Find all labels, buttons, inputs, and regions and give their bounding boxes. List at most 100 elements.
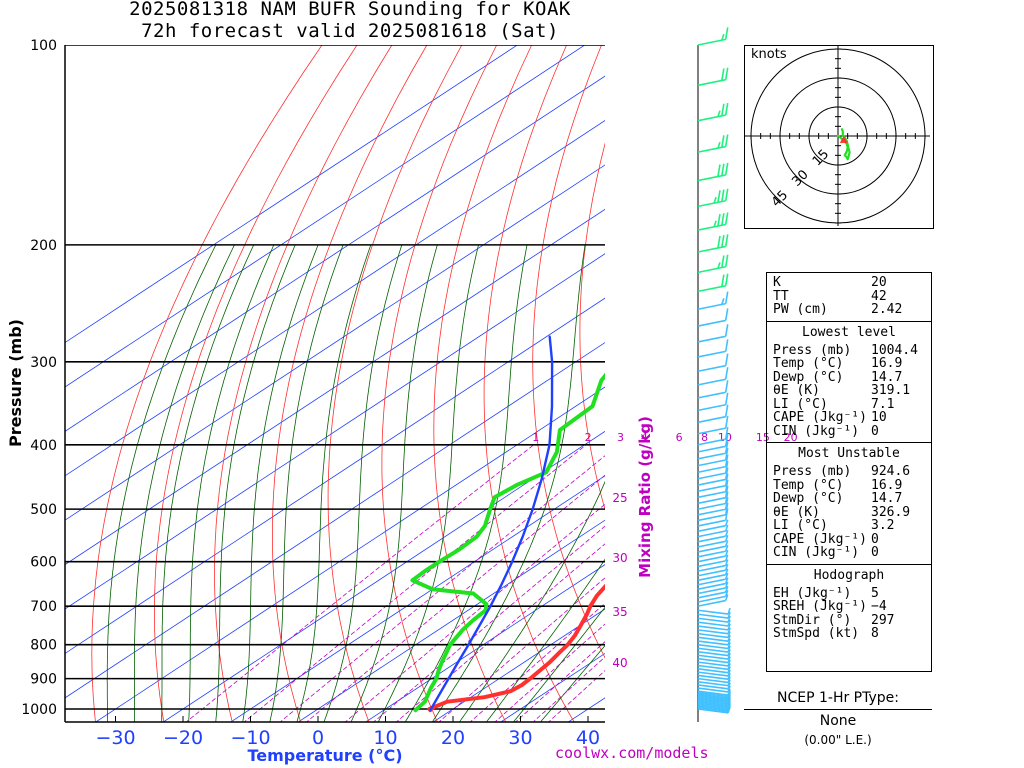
unstable-index-value: 924.6 (871, 464, 911, 479)
wind-barb-flag (724, 491, 729, 504)
wind-barb (697, 581, 729, 595)
wind-barb-shaft (697, 560, 726, 568)
wind-barb-flag (724, 479, 729, 492)
wind-barb (697, 254, 729, 274)
wind-barb (697, 497, 729, 516)
unstable-index-row: LI (°C) 3.2 (773, 519, 925, 533)
temperature-trace (427, 583, 605, 713)
mixing-ratio-axis-label: Mixing Ratio (g/kg) (636, 416, 654, 578)
lowest-index-row: LI (°C) 7.1 (773, 397, 925, 412)
wind-barb-flag (724, 590, 729, 597)
wind-barb-flag (724, 291, 729, 304)
site-credit: coolwx.com/models (555, 744, 709, 762)
wind-barb-shaft (697, 564, 726, 572)
wind-barb-shaft (697, 199, 726, 208)
wind-barb-flag (724, 367, 729, 380)
wind-barb (697, 590, 729, 603)
storm-motion-marker (839, 135, 848, 143)
wind-barb-shaft (697, 609, 729, 615)
mixing-ratio-line (373, 525, 605, 722)
wind-barb-shaft (697, 681, 729, 687)
dry-adiabat-line (950, 45, 1024, 723)
wind-barb-flag (721, 33, 725, 41)
wind-barb (697, 441, 729, 460)
wind-barb-shaft (697, 550, 726, 558)
wind-barb-shaft (697, 578, 726, 586)
wind-barb-flag (727, 679, 731, 686)
moist-adiabat-line (404, 244, 528, 722)
wind-barb-shaft (697, 465, 726, 474)
wind-barb-flag (727, 669, 731, 677)
wind-barb (697, 353, 729, 373)
wind-barb (697, 416, 729, 435)
dry-adiabat-line (272, 45, 428, 722)
wind-barb-shaft (697, 496, 726, 505)
isotherm-line (95, 386, 605, 722)
wind-barb-flag (727, 688, 731, 696)
wind-barb-shaft (697, 350, 726, 358)
wind-barb (697, 540, 729, 553)
wind-barb-shaft (697, 632, 729, 639)
wind-barb-shaft (697, 265, 726, 274)
wind-barb-shaft (697, 697, 729, 704)
wind-barb-flag (717, 213, 721, 227)
wind-barb-flag (724, 485, 729, 498)
hodo-index-row: StmSpd (kt) 8 (773, 627, 925, 641)
wind-barb-shaft (697, 530, 726, 538)
mixing-ratio-tick-label: 2 (585, 431, 592, 444)
wind-barb-flag (717, 262, 721, 269)
hodograph-indices-title: Hodograph (813, 567, 885, 583)
wind-barb-shaft (697, 540, 726, 548)
wind-barb-shaft (697, 696, 729, 702)
general-index-key: K (773, 275, 781, 290)
wind-barb-shaft (697, 524, 726, 533)
wind-barb-flag (727, 682, 731, 690)
wind-barb-shaft (697, 617, 729, 623)
wind-barb-shaft (697, 671, 729, 677)
wind-barb (697, 188, 729, 208)
wind-barb-shaft (697, 587, 726, 595)
wind-barb (697, 638, 731, 646)
pressure-tick-label: 600 (30, 555, 57, 571)
wind-barb-shaft (697, 654, 729, 660)
hodo-index-value: 8 (871, 626, 879, 641)
hodo-index-value: 297 (871, 612, 895, 628)
hodo-index-key: StmSpd (kt) (773, 626, 860, 641)
moist-adiabat-line (431, 244, 586, 722)
wind-barb-flag (724, 353, 729, 366)
wind-barb-flag (724, 581, 729, 589)
isotherm-line (65, 164, 605, 521)
wind-barb-flag (727, 685, 731, 693)
wind-barb (697, 508, 729, 527)
wind-barb-shaft (697, 629, 729, 635)
wind-barb-flag (721, 135, 725, 148)
wind-barb-shaft (697, 415, 726, 424)
wind-barb-shaft (697, 545, 726, 553)
wind-barb-shaft (697, 569, 726, 577)
wind-barb-shaft (697, 78, 726, 87)
wind-barb (697, 502, 729, 522)
wind-barb-shaft (697, 508, 726, 516)
wind-barb-flag (724, 529, 729, 537)
wind-barb-flag (724, 549, 729, 557)
pressure-tick-label: 700 (30, 599, 57, 615)
wind-barb-shaft (697, 364, 726, 373)
wind-barb (697, 688, 731, 696)
moist-adiabat-line (512, 606, 605, 722)
mixing-ratio-side-label: 30 (612, 551, 627, 565)
hodo-index-value: −4 (871, 599, 887, 614)
wind-barb-shaft (697, 145, 726, 153)
wind-barb (697, 461, 729, 480)
unstable-index-key: LI (°C) (773, 518, 828, 533)
wind-barb-flag (724, 594, 729, 601)
wind-barb (697, 676, 731, 684)
hodo-index-key: StmDir (°) (773, 612, 852, 628)
moist-adiabat-line (540, 645, 605, 722)
wind-barb (697, 568, 729, 582)
wind-barb-flag (727, 659, 731, 667)
wind-barb-shaft (697, 684, 729, 690)
wind-barb-flag (727, 652, 731, 660)
wind-barb (697, 679, 731, 687)
wind-barb (697, 67, 729, 87)
wind-barb-shaft (697, 636, 729, 642)
